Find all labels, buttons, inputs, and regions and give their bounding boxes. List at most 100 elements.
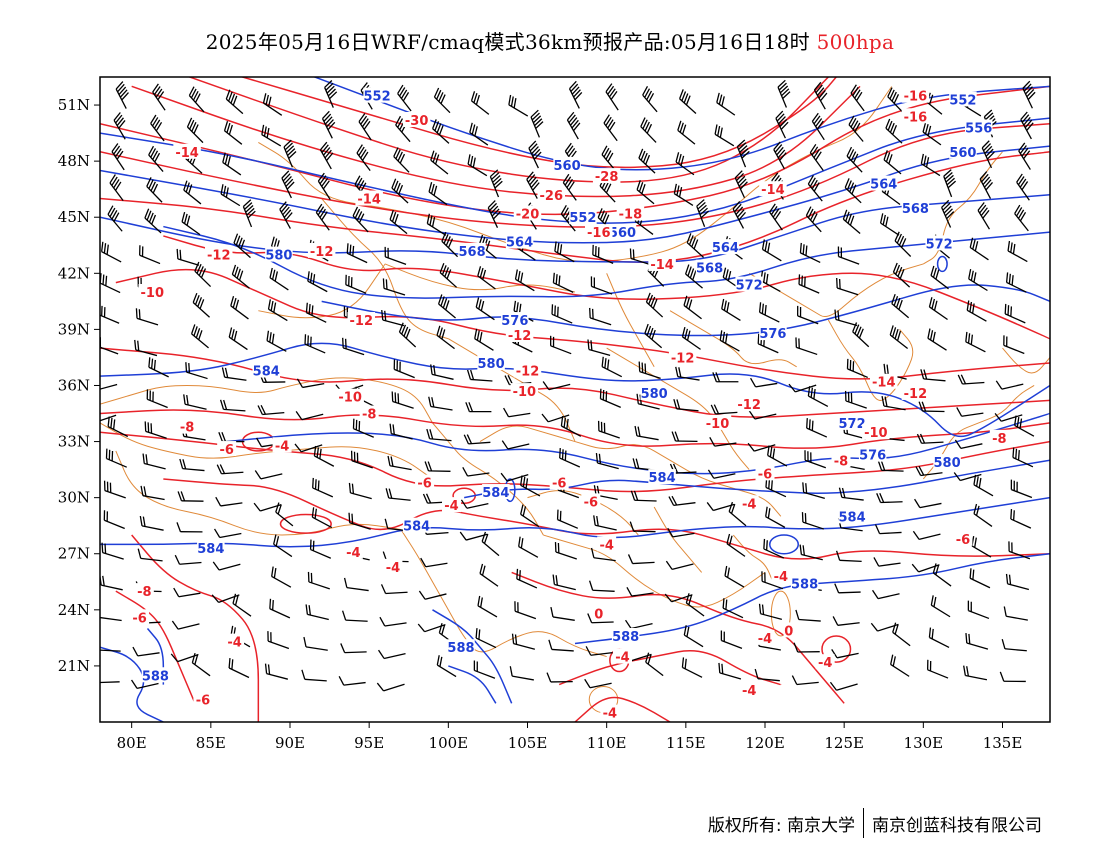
temperature-label: -4: [758, 632, 772, 647]
wind-barb: [271, 566, 292, 588]
temperature-label-bg: [505, 327, 534, 342]
wind-barb: [428, 182, 448, 206]
temperature-label-bg: [901, 384, 930, 400]
wind-barb: [562, 173, 577, 201]
wind-barb: [393, 359, 415, 379]
temperature-label-bg: [513, 362, 542, 378]
wind-barb: [799, 544, 823, 561]
wind-barb: [215, 496, 243, 507]
wind-barb: [176, 522, 203, 533]
wind-barb: [758, 603, 783, 620]
wind-barb: [554, 542, 577, 560]
temperature-label-bg: [347, 312, 375, 328]
wind-barb: [1014, 204, 1029, 232]
wind-barb: [837, 246, 860, 265]
title-main: 2025年05月16日WRF/cmaq模式36km预报产品:05月16日18时: [205, 30, 810, 54]
wind-barb: [101, 542, 124, 560]
wind-barb: [305, 604, 329, 621]
wind-barb: [957, 374, 985, 385]
temperature-label-bg: [177, 418, 197, 434]
wind-barb: [487, 200, 501, 228]
wind-barb: [927, 328, 947, 351]
province-border: [258, 263, 386, 319]
wind-barb: [885, 118, 903, 144]
temperature-label-bg: [355, 190, 383, 206]
wind-barb: [228, 327, 248, 351]
wind-barb: [470, 91, 490, 115]
wind-barb: [681, 657, 703, 678]
wind-barb: [295, 411, 324, 421]
height-label: 588: [612, 630, 639, 645]
wind-barb: [142, 453, 166, 470]
wind-barb: [459, 531, 488, 541]
height-label: 576: [501, 314, 528, 329]
temperature-label-bg: [549, 474, 569, 490]
height-label-bg: [901, 199, 930, 215]
wind-barb: [232, 593, 252, 617]
wind-barb: [801, 512, 824, 530]
wind-barb: [417, 623, 446, 633]
wind-barb: [105, 448, 127, 468]
wind-barb: [194, 261, 212, 288]
height-label-bg: [838, 414, 866, 430]
wind-barb: [269, 267, 289, 291]
wind-barb: [393, 147, 410, 173]
wind-barb: [1022, 80, 1036, 109]
wind-barb: [100, 681, 120, 684]
wind-barb: [788, 383, 817, 393]
wind-barb: [568, 80, 583, 109]
wind-barb: [528, 140, 542, 169]
wind-barb: [716, 92, 736, 116]
wind-barb: [174, 554, 202, 565]
wind-barb: [144, 208, 162, 234]
temperature-label: -10: [141, 286, 165, 301]
height-contour: [464, 459, 1050, 499]
wind-barb: [930, 595, 951, 618]
lon-tick-label: 85E: [196, 734, 226, 752]
wind-barb: [130, 679, 159, 689]
wind-barb: [441, 231, 459, 258]
wind-barb: [706, 502, 735, 512]
temperature-label: -6: [584, 495, 598, 510]
height-label-bg: [925, 235, 953, 251]
wind-barb: [1018, 142, 1031, 170]
wind-barb: [481, 531, 500, 557]
wind-barb: [473, 660, 496, 679]
wind-barb: [432, 119, 450, 144]
wind-barb: [584, 678, 612, 689]
wind-barb: [345, 274, 367, 294]
company-name: 南京创蓝科技有限公司: [872, 815, 1042, 836]
height-label: 576: [859, 449, 886, 464]
province-border: [100, 422, 433, 480]
temperature-label: -4: [742, 684, 756, 699]
wind-barb: [844, 390, 867, 409]
wind-barb: [953, 472, 982, 482]
wind-barb: [309, 539, 332, 559]
wind-barb: [665, 560, 694, 570]
wind-barb: [874, 524, 902, 535]
wind-barb: [769, 203, 783, 231]
plot-frame: [99, 76, 1051, 723]
height-label: 564: [712, 241, 739, 256]
height-label: 572: [736, 279, 763, 294]
lon-tick-label: 90E: [275, 734, 305, 752]
temperature-label: -26: [540, 189, 564, 204]
wind-barb: [673, 183, 694, 206]
wind-barb: [188, 86, 205, 113]
wind-barb: [719, 330, 740, 352]
temperature-label-bg: [759, 181, 787, 197]
temperature-label-bg: [831, 452, 851, 468]
wind-barb: [804, 450, 827, 469]
temperature-label-bg: [272, 437, 292, 453]
province-border: [321, 198, 449, 340]
wind-barb: [846, 358, 868, 379]
wind-barb: [433, 87, 451, 114]
temperature-isotherm: [115, 268, 1050, 380]
temperature-label-bg: [597, 536, 617, 552]
height-closed-contour: [936, 255, 948, 273]
province-border: [479, 425, 576, 443]
wind-barb: [629, 521, 656, 533]
wind-barb: [301, 669, 327, 682]
wind-barb: [352, 418, 374, 438]
wind-barb: [736, 139, 750, 168]
